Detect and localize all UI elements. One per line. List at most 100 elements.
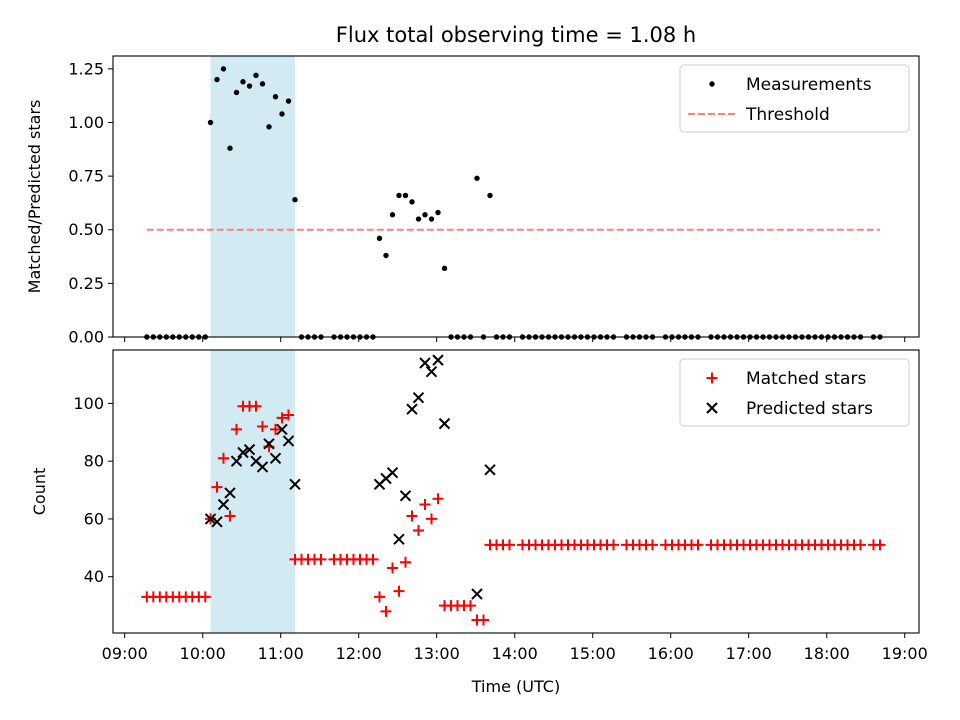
- data-point: [399, 490, 412, 502]
- legend: Matched stars Predicted stars: [679, 358, 910, 427]
- data-point: [387, 562, 398, 574]
- data-point: [289, 478, 301, 490]
- data-point: [386, 467, 399, 479]
- data-point: [692, 539, 704, 551]
- data-point: [224, 487, 236, 499]
- series-matched-stars: [141, 400, 886, 626]
- highlight-span: [210, 350, 295, 633]
- data-point: [504, 539, 515, 551]
- data-point: [406, 510, 418, 522]
- data-point: [237, 446, 249, 459]
- legend-box: [679, 64, 910, 133]
- data-point: [218, 452, 229, 464]
- data-point: [438, 417, 451, 430]
- data-point: [227, 145, 233, 151]
- data-point: [374, 591, 385, 603]
- data-point: [199, 591, 211, 603]
- data-point: [383, 252, 389, 259]
- data-point: [283, 409, 294, 421]
- legend-label: Matched stars: [746, 369, 866, 389]
- x-tick-label: 18:00: [804, 644, 850, 663]
- series-predicted-stars: [204, 354, 496, 600]
- data-point: [270, 423, 281, 435]
- data-point: [413, 524, 424, 536]
- y-tick-label: 100: [73, 394, 104, 413]
- data-point: [269, 452, 282, 464]
- data-point: [259, 81, 266, 87]
- data-point: [246, 83, 253, 89]
- y-tick-label: 0.25: [68, 274, 104, 293]
- data-point: [478, 614, 489, 626]
- data-point: [230, 455, 243, 467]
- x-tick-label: 14:00: [492, 644, 538, 663]
- y-tick-label: 1.00: [68, 113, 104, 132]
- data-point: [471, 588, 483, 600]
- y-axis-label: Matched/Predicted stars: [25, 100, 44, 294]
- data-point: [393, 533, 405, 545]
- panel-ratio: 0.00 0.25 0.50 0.75 1.00 1.25 Matched/Predicte…: [25, 55, 920, 347]
- data-point: [217, 498, 230, 511]
- data-point: [272, 94, 279, 100]
- data-point: [406, 403, 418, 415]
- data-point: [315, 553, 327, 565]
- data-point: [441, 265, 448, 272]
- x-tick-label: 12:00: [336, 644, 382, 663]
- data-point: [282, 435, 295, 447]
- data-point: [207, 119, 214, 126]
- data-point: [376, 235, 383, 242]
- data-point: [419, 498, 431, 510]
- data-point: [855, 539, 866, 551]
- data-point: [484, 464, 496, 476]
- y-tick-label: 60: [84, 509, 104, 528]
- legend-label: Threshold: [745, 105, 830, 125]
- y-tick-label: 0.00: [68, 328, 104, 347]
- y-tick-label: 0.75: [68, 167, 104, 186]
- data-point: [426, 513, 437, 525]
- data-point: [608, 539, 619, 551]
- data-point: [419, 357, 431, 369]
- data-point: [432, 493, 444, 505]
- data-point: [428, 216, 435, 222]
- data-point: [224, 510, 236, 522]
- data-point: [874, 539, 886, 551]
- data-point: [211, 516, 223, 528]
- data-point: [204, 513, 217, 525]
- data-point: [709, 81, 715, 87]
- y-tick-label: 80: [84, 452, 104, 471]
- panel-counts: 40 60 80 100 09:00 10:00 11:00 12:00 13:00 14:00 1…: [30, 349, 928, 663]
- data-point: [400, 556, 411, 568]
- x-tick-label: 16:00: [648, 644, 694, 663]
- y-tick-label: 40: [84, 567, 104, 586]
- data-point: [706, 372, 718, 384]
- data-point: [409, 199, 415, 205]
- data-point: [402, 192, 409, 199]
- data-point: [380, 605, 392, 617]
- data-point: [389, 212, 396, 218]
- data-point: [211, 481, 223, 493]
- data-point: [231, 423, 242, 435]
- x-tick-label: 10:00: [180, 644, 226, 663]
- data-point: [279, 111, 285, 117]
- data-point: [256, 461, 269, 473]
- x-tick-label: 13:00: [414, 644, 460, 663]
- data-point: [432, 354, 444, 366]
- data-point: [240, 79, 246, 85]
- data-point: [706, 402, 718, 414]
- y-axis-label: Count: [30, 468, 49, 516]
- data-point: [276, 412, 288, 424]
- data-point: [465, 600, 476, 612]
- highlight-span: [210, 56, 295, 337]
- legend: Measurements Threshold: [679, 64, 910, 133]
- x-tick-label: 19:00: [882, 644, 928, 663]
- chart-title: Flux total observing time = 1.08 h: [336, 23, 696, 47]
- data-point: [415, 216, 422, 222]
- x-axis-label: Time (UTC): [471, 677, 560, 696]
- x-tick-label: 09:00: [102, 644, 148, 663]
- data-point: [214, 76, 220, 83]
- data-point: [257, 421, 268, 433]
- data-point: [425, 365, 438, 378]
- data-point: [435, 209, 441, 216]
- data-point: [220, 66, 227, 72]
- data-point: [396, 192, 402, 199]
